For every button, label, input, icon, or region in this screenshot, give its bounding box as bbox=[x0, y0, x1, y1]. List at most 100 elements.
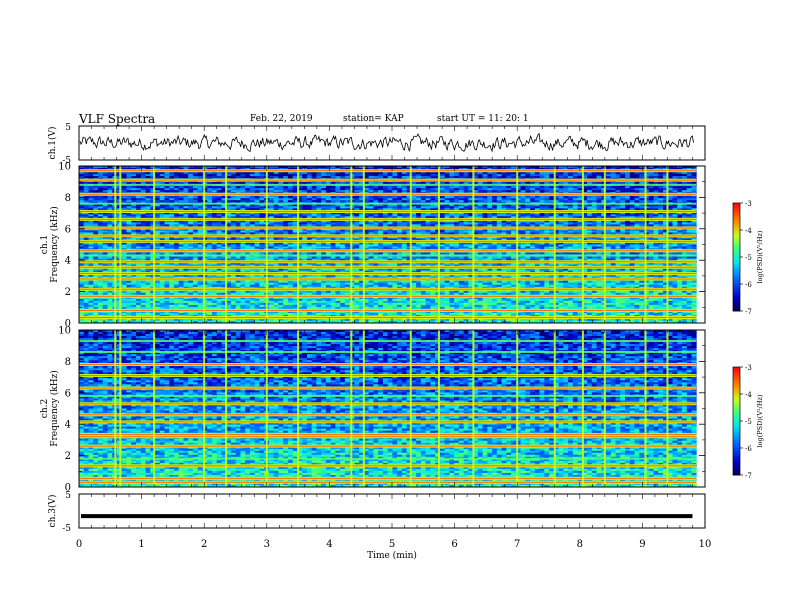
spectrogram-cell bbox=[197, 196, 203, 199]
spectrogram-cell bbox=[544, 166, 550, 169]
spectrogram-cell bbox=[382, 204, 389, 207]
spectrogram-cell bbox=[178, 182, 184, 185]
spectrogram-cell bbox=[235, 186, 241, 189]
spectrogram-cell bbox=[235, 200, 241, 203]
spectrogram-cell bbox=[411, 174, 417, 177]
spectrogram-cell bbox=[663, 204, 669, 207]
spectrogram-cell bbox=[140, 182, 146, 185]
spectrogram-cell bbox=[681, 204, 688, 207]
spectrogram-cell bbox=[216, 190, 222, 193]
spectrogram-cell bbox=[620, 174, 626, 177]
spectrogram-cell bbox=[79, 166, 85, 169]
spectrogram-cell bbox=[183, 186, 189, 189]
ch1-wave-frame bbox=[78, 125, 706, 161]
spectrogram-cell bbox=[397, 182, 403, 185]
spectrogram-cell bbox=[681, 166, 688, 169]
spectrogram-cell bbox=[88, 172, 94, 175]
spectrogram-cell bbox=[401, 186, 408, 189]
spectrogram-cell bbox=[226, 166, 232, 169]
spectrogram-cell bbox=[169, 196, 175, 199]
spectrogram-cell bbox=[197, 188, 203, 191]
spectrogram-cell bbox=[145, 188, 151, 191]
spectrogram-cell bbox=[563, 204, 569, 207]
spectrogram-cell bbox=[121, 176, 127, 179]
spectrogram-cell bbox=[297, 172, 303, 175]
spectrogram-cell bbox=[420, 188, 426, 191]
spectrogram-cell bbox=[140, 196, 146, 199]
spectrogram-cell bbox=[458, 190, 464, 193]
spectrogram-cell bbox=[406, 196, 412, 199]
spectrogram-cell bbox=[154, 200, 161, 203]
spectrogram-cell bbox=[506, 174, 512, 177]
spectrogram-cell bbox=[83, 182, 89, 185]
spectrogram-cell bbox=[93, 204, 99, 207]
spectrogram-cell bbox=[411, 166, 417, 169]
spectrogram-cell bbox=[121, 188, 127, 191]
spectrogram-cell bbox=[135, 204, 142, 207]
spectrogram-cell bbox=[449, 174, 455, 177]
spectrogram-cell bbox=[610, 172, 616, 175]
spectrogram-cell bbox=[88, 206, 94, 209]
spectrogram-cell bbox=[240, 206, 246, 209]
spectrogram-cell bbox=[102, 204, 108, 207]
spectrogram-cell bbox=[482, 176, 488, 179]
spectrogram-cell bbox=[102, 172, 108, 175]
spectrogram-cell bbox=[449, 176, 455, 179]
spectrogram-cell bbox=[88, 198, 94, 201]
spectrogram-cell bbox=[397, 200, 403, 203]
spectrogram-cell bbox=[211, 182, 218, 185]
spectrogram-cell bbox=[686, 166, 692, 169]
spectrogram-cell bbox=[173, 198, 180, 201]
spectrogram-cell bbox=[587, 204, 593, 207]
spectrogram-cell bbox=[359, 182, 365, 185]
spectrogram-cell bbox=[520, 198, 526, 201]
spectrogram-cell bbox=[387, 166, 393, 169]
spectrogram-cell bbox=[79, 182, 85, 185]
spectrogram-cell bbox=[406, 174, 412, 177]
spectrogram-cell bbox=[520, 204, 526, 207]
spectrogram-cell bbox=[416, 166, 422, 169]
spectrogram-cell bbox=[278, 166, 284, 169]
spectrogram-cell bbox=[188, 186, 194, 189]
spectrogram-cell bbox=[344, 176, 351, 179]
spectrogram-cell bbox=[620, 182, 626, 185]
spectrogram-cell bbox=[378, 166, 384, 169]
spectrogram-cell bbox=[216, 174, 222, 177]
spectrogram-cell bbox=[520, 190, 526, 193]
spectrogram-cell bbox=[359, 188, 365, 191]
spectrogram-cell bbox=[306, 190, 313, 193]
spectrogram-cell bbox=[454, 188, 460, 191]
spectrogram-cell bbox=[154, 188, 161, 191]
spectrogram-cell bbox=[321, 166, 327, 169]
spectrogram-cell bbox=[615, 198, 621, 201]
spectrogram-cell bbox=[477, 196, 483, 199]
spectrogram-cell bbox=[197, 204, 203, 207]
spectrogram-cell bbox=[658, 174, 664, 177]
spectrogram-cell bbox=[610, 176, 616, 179]
spectrogram-cell bbox=[188, 182, 194, 185]
spectrogram-cell bbox=[121, 186, 127, 189]
spectrogram-cell bbox=[563, 196, 569, 199]
spectrogram-cell bbox=[79, 176, 85, 179]
spectrogram-cell bbox=[97, 204, 104, 207]
spectrogram-cell bbox=[306, 188, 313, 191]
spectrogram-cell bbox=[83, 172, 89, 175]
spectrogram-cell bbox=[553, 196, 559, 199]
spectrogram-cell bbox=[435, 182, 441, 185]
spectrogram-cell bbox=[435, 176, 441, 179]
spectrogram-cell bbox=[164, 174, 170, 177]
spectrogram-cell bbox=[88, 166, 94, 169]
spectrogram-cell bbox=[644, 186, 650, 189]
spectrogram-cell bbox=[435, 186, 441, 189]
spectrogram-cell bbox=[430, 196, 436, 199]
spectrogram-cell bbox=[197, 174, 203, 177]
spectrogram-cell bbox=[610, 182, 616, 185]
spectrogram-cell bbox=[549, 176, 555, 179]
spectrogram-cell bbox=[102, 200, 108, 203]
spectrogram-cell bbox=[677, 188, 683, 191]
spectrogram-cell bbox=[83, 188, 89, 191]
spectrogram-cell bbox=[321, 200, 327, 203]
spectrogram-cell bbox=[544, 176, 550, 179]
spectrogram-cell bbox=[273, 186, 279, 189]
spectrogram-cell bbox=[245, 190, 251, 193]
